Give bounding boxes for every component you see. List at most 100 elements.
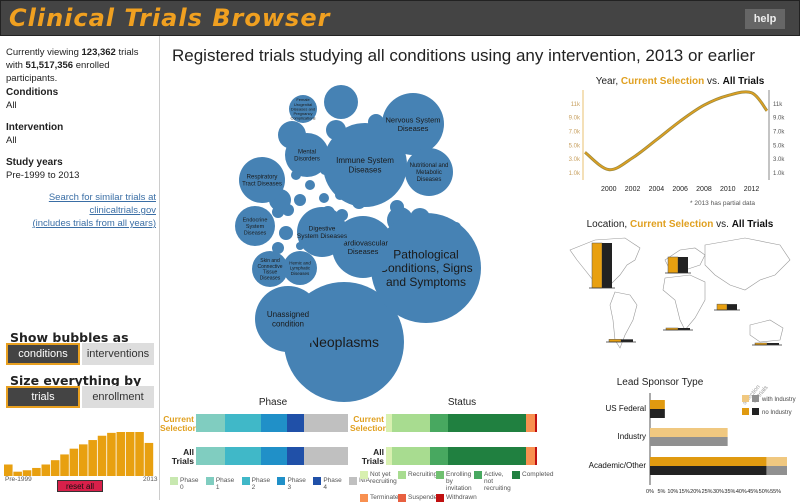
bubble-hemic-and-lymphatic-diseases[interactable] (283, 251, 317, 285)
app-title: Clinical Trials Browser (9, 4, 331, 32)
segment-not-yet-recruiting[interactable] (386, 414, 393, 432)
enrollment-toggle[interactable]: enrollment (82, 386, 154, 408)
segment-phase-4[interactable] (287, 414, 304, 432)
bar-all-no-industry[interactable] (650, 409, 665, 418)
bubble-female-urogenital-diseases-and-pregnancy-complications[interactable] (289, 95, 317, 123)
legend-item: Phase 2 (241, 477, 272, 491)
segment-recruiting[interactable] (392, 447, 431, 465)
segment-phase-2[interactable] (224, 414, 262, 432)
legend-label: Enrolling by invitation (446, 471, 472, 492)
bubble-unassigned-condition[interactable] (255, 286, 321, 352)
world-map[interactable] (555, 230, 800, 350)
trials-toggle[interactable]: trials (6, 386, 80, 408)
segment-phase-3[interactable] (261, 414, 288, 432)
year-histogram[interactable] (4, 416, 154, 476)
link-line[interactable]: Search for similar trials at clinicaltri… (48, 192, 156, 216)
bubble-nutritional-and-metabolic-diseases[interactable] (405, 148, 453, 196)
segment-phase-1[interactable] (196, 447, 225, 465)
year-chart[interactable]: 1.0k 1.0k 3.0k 3.0k 5.0k 5.0k 7.0k 7.0k 9.0k 9.0k… (555, 88, 800, 200)
bubble-nervous-system-diseases[interactable] (382, 93, 444, 155)
map-bar-selection-north-america[interactable] (591, 242, 603, 289)
segment-recruiting[interactable] (392, 414, 431, 432)
segment-not-yet-recruiting[interactable] (386, 447, 393, 465)
legend-label: Terminated (370, 494, 403, 501)
bubble-endocrine-system-diseases[interactable] (235, 206, 275, 246)
segment-active-not-recruiting[interactable] (430, 414, 449, 432)
segment-phase-2[interactable] (224, 447, 262, 465)
bubble-cardiovascular-diseases[interactable] (332, 216, 394, 278)
bubble-digestive-system-diseases[interactable] (297, 207, 347, 257)
segment-terminated[interactable] (525, 414, 535, 432)
map-bar-selection-asia[interactable] (716, 303, 728, 311)
category-label: US Federal (606, 404, 647, 413)
map-bar-all-australia[interactable] (767, 343, 779, 345)
bar-selection-with-industry[interactable] (766, 457, 787, 466)
segment-phase-3[interactable] (261, 447, 288, 465)
phase-bar-selection[interactable] (196, 414, 348, 432)
segment-n-a[interactable] (303, 447, 348, 465)
legend-item: Recruiting (398, 471, 437, 492)
legend-label: Not yet recruiting (370, 471, 397, 485)
title-selection: Current Selection (620, 76, 705, 87)
segment-terminated[interactable] (525, 447, 535, 465)
y-tick-right: 5.0k (773, 143, 785, 149)
phase-bar-all[interactable] (196, 447, 348, 465)
bar-selection-no-industry[interactable] (650, 400, 665, 409)
histogram-bar (116, 432, 126, 476)
bar-selection-with-industry[interactable] (650, 428, 728, 437)
legend-swatch (241, 477, 250, 485)
bubble-immune-system-diseases[interactable] (323, 123, 407, 207)
histogram-bar (88, 440, 97, 476)
bar-all-with-industry[interactable] (650, 437, 728, 446)
segment-withdrawn[interactable] (534, 447, 538, 465)
bubble-mental-disorders[interactable] (285, 133, 329, 177)
reset-all-button[interactable]: reset all (57, 480, 103, 492)
y-tick-right: 11k (773, 102, 783, 108)
histogram-bar (32, 467, 41, 476)
segment-phase-4[interactable] (287, 447, 304, 465)
conditions-toggle[interactable]: conditions (6, 343, 80, 365)
x-tick: 55% (770, 489, 781, 495)
bubble (272, 242, 284, 254)
map-bar-all-africa[interactable] (678, 328, 690, 330)
segment-withdrawn[interactable] (534, 414, 538, 432)
x-tick: 35% (724, 489, 735, 495)
bubble (282, 204, 294, 216)
legend-item: Phase 1 (205, 477, 236, 491)
histogram-bar (144, 442, 154, 476)
legend-swatch (398, 471, 406, 479)
bar-selection-no-industry[interactable] (650, 457, 767, 466)
x-tick: 10% (667, 489, 678, 495)
legend-swatch-all (752, 395, 759, 402)
map-bar-selection-south-america[interactable] (608, 339, 622, 343)
bar-all-with-industry[interactable] (766, 466, 787, 475)
help-button[interactable]: help (745, 9, 785, 29)
segment-phase-1[interactable] (196, 414, 225, 432)
phase-row-label-all: All Trials (171, 447, 194, 466)
map-bar-selection-europe[interactable] (667, 256, 679, 274)
map-bar-all-asia[interactable] (727, 304, 737, 310)
summary-text: Currently viewing (6, 47, 82, 58)
segment-completed[interactable] (448, 414, 526, 432)
bubble-respiratory-tract-diseases[interactable] (239, 157, 285, 203)
bubble-pathological-conditions-signs-and-symptoms[interactable] (371, 213, 481, 323)
segment-active-not-recruiting[interactable] (430, 447, 449, 465)
histogram-bar (69, 448, 79, 476)
map-bar-all-north-america[interactable] (602, 243, 612, 288)
sponsor-chart[interactable]: US Federal Industry Academic/Other 0% 5% 10% 1… (555, 385, 800, 500)
status-bar-all[interactable] (386, 447, 538, 465)
legend-item: Withdrawn (436, 494, 477, 502)
bubble-skin-and-connective-tissue-diseases[interactable] (252, 251, 288, 287)
clinicaltrials-link[interactable]: Search for similar trials at clinicaltri… (4, 191, 156, 230)
x-tick: 5% (657, 489, 665, 495)
map-bar-all-south-america[interactable] (621, 339, 633, 342)
status-bar-selection[interactable] (386, 414, 538, 432)
map-bar-all-europe[interactable] (678, 257, 688, 273)
segment-n-a[interactable] (303, 414, 348, 432)
link-line[interactable]: (includes trials from all years) (32, 218, 156, 229)
legend-label: Phase 4 (323, 477, 342, 491)
segment-completed[interactable] (448, 447, 526, 465)
interventions-toggle[interactable]: interventions (82, 343, 154, 365)
bar-all-no-industry[interactable] (650, 466, 767, 475)
legend-item: Phase 3 (277, 477, 307, 491)
